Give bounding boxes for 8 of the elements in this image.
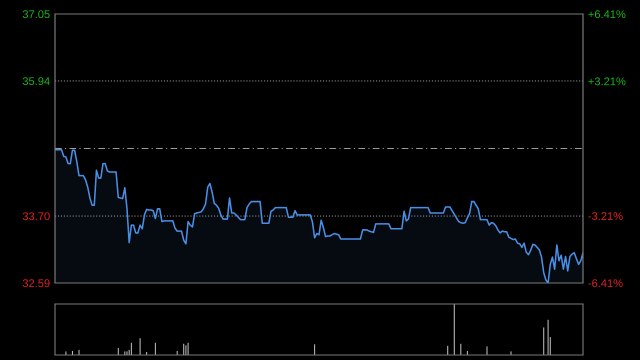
y2-tick-label: -3.21% (588, 212, 623, 220)
y-tick-label: 32.59 (22, 279, 50, 288)
y-tick-label: 37.05 (22, 10, 50, 18)
y-tick-label: 35.94 (22, 77, 50, 86)
y2-tick-label: +3.21% (588, 77, 626, 86)
y2-tick-label: -6.41% (588, 279, 623, 288)
y2-tick-label: +6.41% (588, 10, 626, 18)
y-tick-label: 33.70 (22, 212, 50, 220)
